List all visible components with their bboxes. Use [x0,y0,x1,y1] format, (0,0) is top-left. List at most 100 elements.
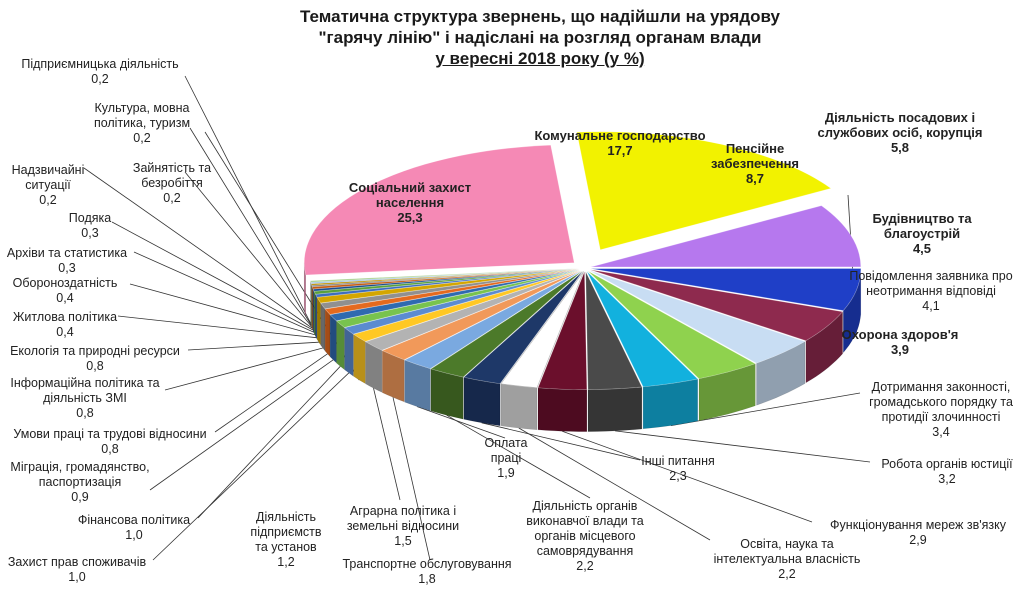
data-label-povidomlennia: Повідомлення заявника про неотримання ві… [849,269,1013,313]
pie-slice-1 [590,205,862,268]
data-label-ekolohiia: Екологія та природні ресурси 0,8 [10,344,180,373]
pie-side-24 [312,288,315,335]
data-label-budivnytstvo: Будівництво та благоустрій 4,5 [872,211,972,256]
pie-slice-14 [364,269,581,351]
pie-slice-20 [320,268,580,310]
pie-slice-24 [312,268,580,292]
pie-slice-7 [585,271,643,390]
pie-slice-9 [500,271,584,389]
pie-side-15 [353,333,366,385]
data-label-umovy: Умови праці та трудові відносини 0,8 [13,427,207,456]
leader-line-17 [197,366,341,519]
pie-slice-3 [590,269,844,342]
pie-sides [303,262,862,432]
leader-line-9 [518,427,711,541]
data-label-osvita: Освіта, наука та інтелектуальна власніст… [713,537,861,581]
data-label-zviazok: Функціонування мереж зв'язку 2,9 [830,518,1006,547]
data-label-oplata: Оплата праці 1,9 [484,436,528,480]
leader-line-28 [189,127,312,326]
data-label-arkhivy: Архіви та статистика 0,3 [6,246,128,275]
data-label-pidpryiemnytska: Підприємницька діяльність 0,2 [21,57,179,86]
data-label-informatsiina: Інформаційна політика та діяльність ЗМІ … [10,376,160,420]
leader-line-16 [152,372,350,561]
leader-line-27 [184,171,312,327]
pie-slice-0 [576,131,832,251]
data-label-sotsialnyi: Соціальний захист населення 25,3 [348,180,472,225]
pie-side-27 [311,283,313,328]
data-label-mihratsiia: Міграція, громадянство, паспортизація 0,… [10,460,150,504]
leader-line-26 [83,167,313,329]
pie-slice-13 [381,270,581,361]
data-label-posadovi: Діяльність посадових і службових осіб, к… [817,110,983,155]
pie-slice-18 [329,269,580,322]
data-label-pensiyne: Пенсійне забезпечення 8,7 [710,141,800,186]
leader-line-23 [129,283,315,336]
chart-title: Тематична структура звернень, що надійшл… [250,6,830,69]
pie-slice-19 [324,268,580,315]
leader-line-8 [562,430,813,523]
pie-slice-12 [403,270,582,370]
pie-side-8 [537,387,588,432]
pie-slice-4 [589,270,806,364]
pie-side-6 [642,378,698,430]
leader-line-13 [392,397,431,561]
pie-side-20 [320,302,326,352]
pie-slice-8 [537,271,588,390]
data-label-kultura: Культура, мовна політика, туризм 0,2 [93,101,191,145]
leader-line-18 [149,359,334,491]
pie-slice-30 [303,144,575,276]
leader-line-21 [187,341,319,351]
leader-line-10 [481,422,641,461]
pie-side-18 [329,313,337,364]
data-label-inshi: Інші питання 2,3 [641,454,715,483]
leader-line-6 [670,392,861,426]
data-label-orhany: Діяльність органів виконавчої влади та о… [526,499,644,573]
pie-slice-29 [310,268,580,283]
data-label-zainiatist: Зайнятість та безробіття 0,2 [132,161,212,205]
data-label-transport: Транспортне обслуговування 1,8 [342,557,512,586]
leader-line-14 [373,388,401,501]
leader-line-12 [417,406,506,439]
pie-slice-16 [343,269,580,335]
leader-line-29 [184,75,312,324]
data-label-nadzvychaini: Надзвичайні ситуації 0,2 [11,163,85,207]
pie-side-9 [500,383,538,431]
pie-slice-27 [310,268,580,286]
leader-line-19 [214,353,328,433]
data-label-zakonnist: Дотримання законності, громадського поря… [869,380,1013,439]
data-label-pidpryiemstva: Діяльність підприємств та установ 1,2 [250,510,322,569]
pie-side-11 [430,368,464,420]
pie-side-17 [336,320,345,371]
chart-title-line-3: у вересні 2018 року (у %) [435,49,645,68]
pie-tops [303,131,862,390]
pie-side-16 [344,327,354,377]
chart-title-line-2: "гарячу лінію" і надіслані на розгляд ор… [318,28,762,47]
data-label-ahrarna: Аграрна політика і земельні відносини 1,… [346,504,460,548]
data-label-komunalne: Комунальне господарство 17,7 [534,128,706,158]
pie-slice-17 [335,269,580,328]
pie-side-10 [463,376,501,427]
pie-slice-21 [316,268,580,304]
leader-line-7 [615,430,871,463]
leader-line-20 [164,347,323,391]
pie-slice-23 [313,268,580,295]
pie-slice-2 [590,268,862,311]
pie-side-26 [311,285,313,329]
pie-side-19 [324,308,331,358]
data-label-okhorona: Охорона здоров'я 3,9 [841,327,959,357]
data-label-yustytsiia: Робота органів юстиції 3,2 [881,457,1013,486]
leader-line-22 [117,315,317,339]
pie-side-4 [756,340,806,406]
pie-slice-26 [311,268,580,288]
data-label-podiaka: Подяка 0,3 [68,211,112,240]
data-label-finansova: Фінансова політика 1,0 [77,513,191,542]
leader-line-11 [446,414,591,499]
pie-slice-22 [314,268,580,298]
data-label-oborona: Обороноздатність 0,4 [12,276,118,305]
pie-slice-5 [587,270,757,380]
pie-slice-11 [430,270,583,378]
pie-slice-6 [586,271,699,388]
leader-line-25 [111,221,313,331]
pie-slice-28 [310,268,580,285]
